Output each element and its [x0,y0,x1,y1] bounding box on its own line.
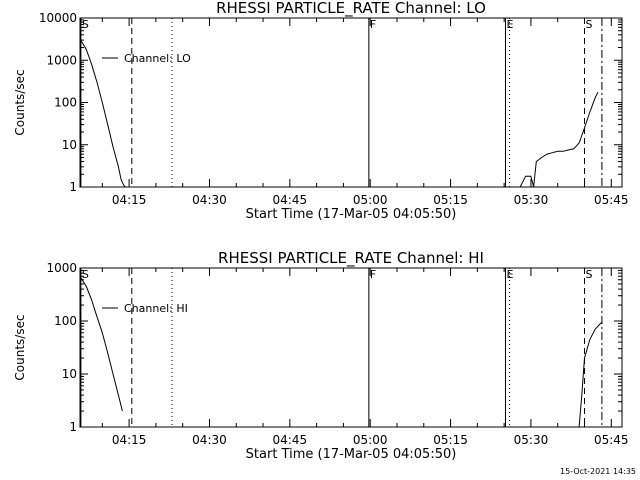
chart-0-series-line-0 [79,38,126,188]
chart-1-xtick-label: 05:30 [514,433,549,447]
chart-0-xtick-label: 05:00 [353,193,388,207]
timestamp-footer: 15-Oct-2021 14:35 [560,467,636,476]
chart-1-plot-frame [79,267,623,428]
chart-1-xtick-label: 05:00 [353,433,388,447]
chart-0-xtick-label: 04:15 [112,193,147,207]
chart-1-ytick-label: 100 [54,314,77,328]
chart-0-xlabel: Start Time (17-Mar-05 04:05:50) [246,207,457,222]
chart-1-marker-label: F [370,268,376,281]
chart-0-legend-label: Channel: LO [124,52,191,65]
chart-0-xtick-label: 05:30 [514,193,549,207]
chart-0-ytick-label: 1 [69,180,77,194]
chart-0-ytick-label: 10000 [39,11,77,25]
chart-0-ytick-label: 10 [62,138,77,152]
chart-1-marker-label: E [506,268,513,281]
chart-panel-lo: RHESSI PARTICLE_RATE Channel: LO 04:15 04:… [13,0,629,222]
chart-1-marker-label: S [82,268,89,281]
chart-1-xtick-label: 05:45 [594,433,629,447]
chart-panel-hi: RHESSI PARTICLE_RATE Channel: HI 04:15 04:… [13,249,629,462]
chart-1-series-line-0 [79,275,123,412]
chart-1-ytick-label: 10 [62,367,77,381]
chart-0-ytick-label: 100 [54,96,77,110]
chart-0-ylabel: Counts/sec [13,69,27,135]
chart-1-xlabel: Start Time (17-Mar-05 04:05:50) [246,447,457,462]
chart-1-xtick-label: 04:45 [273,433,308,447]
chart-1-legend-label: Channel: HI [124,302,188,315]
chart-1-series-line-1 [578,321,603,428]
chart-0-marker-label: F [370,18,376,31]
chart-0-marker-label: S [585,18,592,31]
chart-0-xtick-label: 04:30 [192,193,227,207]
chart-0-xtick-label: 04:45 [273,193,308,207]
chart-1-xtick-label: 05:15 [433,433,468,447]
chart-1-xtick-label: 04:30 [192,433,227,447]
chart-0-plot-frame [79,17,623,188]
chart-1-ytick-label: 1 [69,420,77,434]
chart-1-ylabel: Counts/sec [13,314,27,380]
chart-0-title: RHESSI PARTICLE_RATE Channel: LO [216,0,486,18]
chart-0-series-line-1 [519,91,599,188]
chart-0-marker-label: E [506,18,513,31]
chart-1-xtick-label: 04:15 [112,433,147,447]
chart-0-ytick-label: 1000 [46,53,77,67]
chart-0-marker-label: S [82,18,89,31]
chart-1-title: RHESSI PARTICLE_RATE Channel: HI [218,249,484,268]
chart-1-marker-label: S [585,268,592,281]
chart-0-xtick-label: 05:45 [594,193,629,207]
chart-1-ytick-label: 1000 [46,261,77,275]
chart-0-xtick-label: 05:15 [433,193,468,207]
